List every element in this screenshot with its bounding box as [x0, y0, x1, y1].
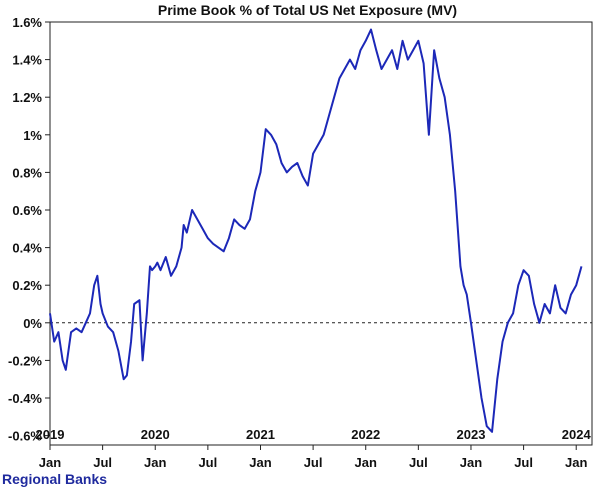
x-year-label: 2020 [141, 427, 170, 442]
x-tick-label: Jul [409, 455, 428, 470]
x-year-label: 2023 [457, 427, 486, 442]
x-tick-label: Jan [565, 455, 587, 470]
y-tick-label: 0% [23, 316, 42, 331]
x-tick-label: Jan [355, 455, 377, 470]
chart-title: Prime Book % of Total US Net Exposure (M… [157, 2, 458, 18]
y-tick-label: -0.2% [8, 353, 42, 368]
y-tick-label: 1.2% [12, 90, 42, 105]
x-tick-label: Jul [304, 455, 323, 470]
x-tick-label: Jan [249, 455, 271, 470]
y-tick-label: 0.2% [12, 278, 42, 293]
y-tick-label: 1.6% [12, 15, 42, 30]
y-tick-label: -0.4% [8, 391, 42, 406]
x-tick-label: Jul [514, 455, 533, 470]
x-year-label: 2019 [36, 427, 65, 442]
y-tick-label: 0.6% [12, 203, 42, 218]
x-tick-label: Jan [39, 455, 61, 470]
y-tick-label: -0.6% [8, 429, 42, 444]
y-tick-label: 0.4% [12, 241, 42, 256]
x-tick-label: Jan [460, 455, 482, 470]
x-year-label: 2022 [351, 427, 380, 442]
x-year-label: 2024 [562, 427, 592, 442]
y-tick-label: 1.4% [12, 53, 42, 68]
chart-subtitle: Regional Banks [2, 471, 108, 487]
y-tick-label: 1% [23, 128, 42, 143]
x-tick-label: Jan [144, 455, 166, 470]
x-tick-label: Jul [198, 455, 217, 470]
y-tick-label: 0.8% [12, 165, 42, 180]
x-year-label: 2021 [246, 427, 275, 442]
x-tick-label: Jul [93, 455, 112, 470]
series-line [49, 28, 583, 433]
plot-frame [49, 21, 593, 446]
